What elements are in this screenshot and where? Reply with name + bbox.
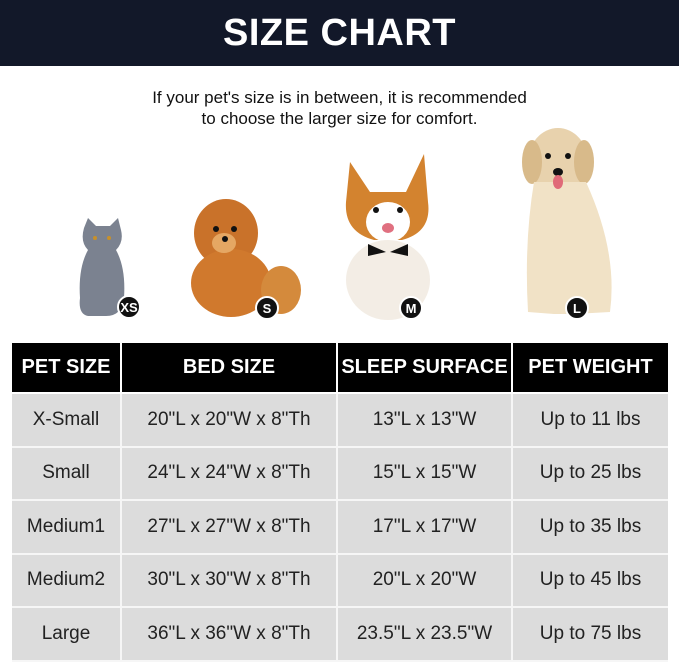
badge-label: S <box>262 300 272 316</box>
cell-pet-weight: Up to 11 lbs <box>511 392 668 448</box>
cell-sleep-surface: 23.5"L x 23.5"W <box>336 606 513 662</box>
size-badge-l: L <box>565 296 589 320</box>
cell-bed-size: 20"L x 20"W x 8"Th <box>120 392 338 448</box>
cat-image <box>79 218 125 316</box>
cell-pet-weight: Up to 75 lbs <box>511 606 668 662</box>
cell-bed-size: 36"L x 36"W x 8"Th <box>120 606 338 662</box>
page-title: SIZE CHART <box>223 11 456 54</box>
pomeranian-image <box>191 199 301 317</box>
cell-pet-size: Medium1 <box>12 499 122 555</box>
corgi-image <box>345 154 430 320</box>
table-row: Small 24"L x 24"W x 8"Th 15"L x 15"W Up to … <box>12 445 668 501</box>
size-table: PET SIZE BED SIZE SLEEP SURFACE PET WEIG… <box>12 343 668 662</box>
cell-pet-weight: Up to 35 lbs <box>511 499 668 555</box>
size-badge-m: M <box>399 296 423 320</box>
table-row: Medium2 30"L x 30"W x 8"Th 20"L x 20"W Up t… <box>12 552 668 608</box>
cell-bed-size: 30"L x 30"W x 8"Th <box>120 552 338 608</box>
cell-sleep-surface: 17"L x 17"W <box>336 499 513 555</box>
cell-sleep-surface: 15"L x 15"W <box>336 445 513 501</box>
note-line: If your pet's size is in between, it is … <box>152 88 527 107</box>
header-sleep-surface: SLEEP SURFACE <box>336 343 513 394</box>
header-pet-size: PET SIZE <box>12 343 122 394</box>
size-note: If your pet's size is in between, it is … <box>0 87 679 129</box>
cell-bed-size: 27"L x 27"W x 8"Th <box>120 499 338 555</box>
title-banner: SIZE CHART <box>0 0 679 66</box>
header-pet-weight: PET WEIGHT <box>511 343 668 394</box>
cell-pet-weight: Up to 25 lbs <box>511 445 668 501</box>
badge-label: XS <box>120 299 138 315</box>
cell-pet-size: X-Small <box>12 392 122 448</box>
table-row: Medium1 27"L x 27"W x 8"Th 17"L x 17"W Up t… <box>12 499 668 555</box>
golden-retriever-image <box>522 128 612 314</box>
badge-label: L <box>573 300 581 316</box>
cell-pet-size: Large <box>12 606 122 662</box>
cell-sleep-surface: 20"L x 20"W <box>336 552 513 608</box>
cell-sleep-surface: 13"L x 13"W <box>336 392 513 448</box>
table-row: Large 36"L x 36"W x 8"Th 23.5"L x 23.5"W Up… <box>12 606 668 662</box>
size-badge-xs: XS <box>117 295 141 319</box>
note-line: to choose the larger size for comfort. <box>201 109 478 128</box>
cell-pet-size: Medium2 <box>12 552 122 608</box>
table-header-row: PET SIZE BED SIZE SLEEP SURFACE PET WEIG… <box>12 343 668 394</box>
cell-pet-size: Small <box>12 445 122 501</box>
cell-bed-size: 24"L x 24"W x 8"Th <box>120 445 338 501</box>
table-row: X-Small 20"L x 20"W x 8"Th 13"L x 13"W Up t… <box>12 392 668 448</box>
size-badge-s: S <box>255 296 279 320</box>
header-bed-size: BED SIZE <box>120 343 338 394</box>
badge-label: M <box>405 300 417 316</box>
cell-pet-weight: Up to 45 lbs <box>511 552 668 608</box>
